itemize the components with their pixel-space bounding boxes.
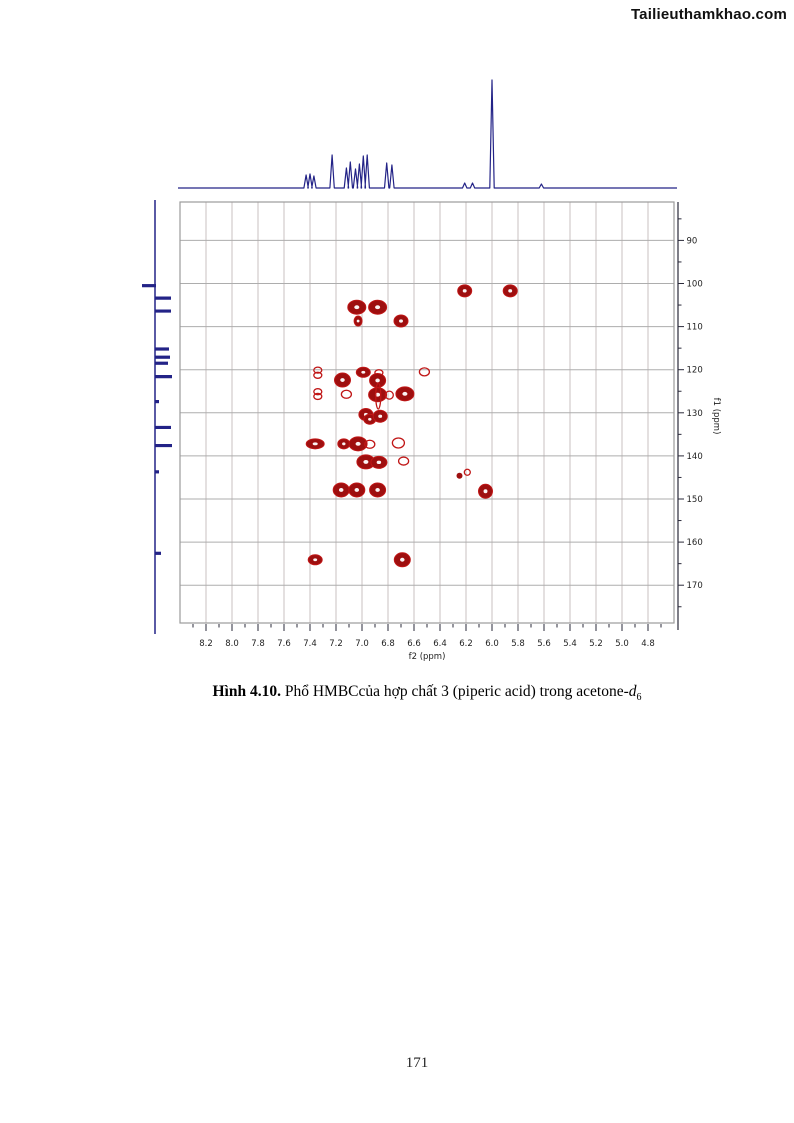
hmbc-cross-peak-core — [402, 391, 408, 396]
f2-tick-label: 8.0 — [225, 639, 239, 649]
page-number: 171 — [405, 1055, 429, 1071]
f1-tick-label: 120 — [687, 366, 703, 376]
plot-grid — [180, 202, 674, 623]
h1-projection-trace — [178, 79, 677, 189]
hmbc-cross-peak-core — [400, 557, 405, 562]
f2-tick-label: 6.8 — [381, 639, 395, 649]
figure-caption-label: Hình 4.10. — [212, 683, 281, 700]
f2-tick-label: 7.6 — [277, 639, 291, 649]
plot-border — [179, 201, 675, 624]
f1-tick-label: 150 — [687, 495, 703, 505]
f2-tick-label: 6.4 — [433, 639, 447, 649]
f1-tick-label: 90 — [687, 236, 698, 246]
hmbc-cross-peak — [384, 390, 394, 400]
hmbc-cross-peak — [375, 382, 382, 410]
f2-tick-label: 6.2 — [459, 639, 473, 649]
hmbc-cross-peak-core — [340, 378, 345, 383]
hmbc-cross-peak-core — [313, 558, 318, 562]
f1-axis: 90 100 110 120 130 140 150 160 170 f1 (ppm) — [677, 202, 721, 630]
cross-peaks — [305, 284, 518, 568]
hmbc-cross-peak — [313, 392, 323, 401]
f2-tick-label: 5.6 — [537, 639, 551, 649]
hmbc-cross-peak-core — [375, 378, 380, 383]
f2-axis: 8.2 8.0 7.8 7.6 7.4 7.2 7.0 6.8 6.6 6.4 6.2 6.0 5.8 5… — [192, 624, 662, 662]
hmbc-cross-peak-core — [354, 487, 360, 492]
f2-tick-label: 7.2 — [329, 639, 343, 649]
hmbc-cross-peak — [313, 388, 323, 396]
hmbc-cross-peak-core — [399, 319, 403, 323]
hmbc-cross-peak-core — [338, 487, 344, 492]
hmbc-cross-peak — [391, 437, 406, 449]
hmbc-cross-peak-core — [378, 414, 383, 418]
figure-caption-solvent: d — [628, 683, 637, 700]
f2-tick-label: 6.6 — [407, 639, 421, 649]
f1-tick-label: 130 — [687, 409, 703, 419]
figure-caption: Hình 4.10. Phổ HMBCcủa hợp chất 3 (piper… — [60, 683, 794, 703]
hmbc-cross-peak-core — [483, 489, 488, 494]
f2-tick-label: 7.4 — [303, 639, 317, 649]
hmbc-cross-peak — [456, 472, 463, 479]
hmbc-cross-peak — [397, 456, 410, 466]
hmbc-spectrum-figure: 8.2 8.0 7.8 7.6 7.4 7.2 7.0 6.8 6.6 6.4 6.2 6.0 5.8 5… — [142, 79, 721, 662]
f2-tick-label: 4.8 — [641, 639, 655, 649]
hmbc-cross-peak-core — [363, 459, 369, 464]
hmbc-cross-peak — [340, 389, 353, 399]
hmbc-cross-peak-core — [375, 305, 381, 310]
hmbc-cross-peak-core — [342, 442, 346, 446]
hmbc-cross-peak-core — [361, 370, 366, 374]
hmbc-cross-peak — [313, 366, 323, 374]
figure-caption-solvent-sub: 6 — [636, 692, 642, 704]
hmbc-spectrum-svg: 8.2 8.0 7.8 7.6 7.4 7.2 7.0 6.8 6.6 6.4 6.2 6.0 5.8 5… — [142, 79, 721, 662]
hmbc-cross-peak-core — [354, 305, 360, 310]
hmbc-cross-peak — [364, 439, 376, 449]
f1-tick-label: 140 — [687, 452, 703, 462]
f2-tick-label: 7.0 — [355, 639, 369, 649]
f2-axis-label: f2 (ppm) — [409, 652, 446, 662]
hmbc-cross-peak-core — [368, 417, 372, 421]
f1-tick-label: 100 — [687, 280, 703, 290]
hmbc-cross-peak-core — [355, 441, 361, 446]
f1-axis-label: f1 (ppm) — [711, 398, 721, 435]
f2-tick-label: 5.4 — [563, 639, 577, 649]
hmbc-cross-peak — [313, 371, 323, 379]
hmbc-cross-peak-core — [312, 442, 318, 446]
hmbc-cross-peak-core — [462, 289, 467, 293]
f2-tick-label: 5.8 — [511, 639, 525, 649]
hmbc-cross-peak-core — [375, 487, 380, 492]
f2-tick-label: 8.2 — [199, 639, 213, 649]
hmbc-cross-peak — [418, 367, 431, 377]
f2-tick-label: 6.0 — [485, 639, 499, 649]
f2-tick-label: 5.0 — [615, 639, 629, 649]
f2-tick-label: 7.8 — [251, 639, 265, 649]
hmbc-cross-peak-core — [376, 460, 382, 465]
f2-tick-label: 5.2 — [589, 639, 603, 649]
f1-tick-label: 110 — [687, 323, 703, 333]
f1-tick-label: 160 — [687, 538, 703, 548]
hmbc-cross-peak — [463, 468, 471, 476]
hmbc-cross-peak-core — [356, 319, 360, 323]
watermark-site-name: Tailieuthamkhao.com — [630, 6, 787, 23]
hmbc-cross-peak-core — [508, 289, 513, 293]
f1-tick-label: 170 — [687, 581, 703, 591]
figure-caption-body: Phổ HMBCcủa hợp chất 3 (piperic acid) tr… — [280, 683, 629, 700]
